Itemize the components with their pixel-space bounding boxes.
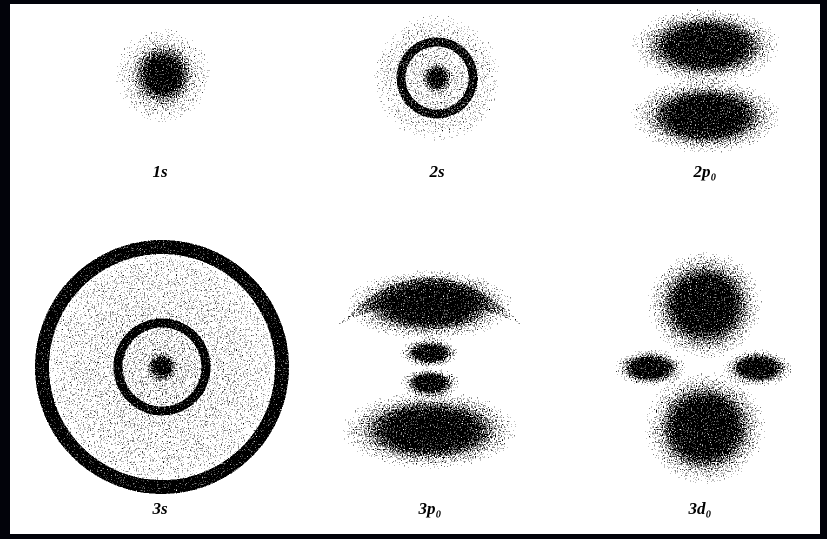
orbital-2p-lobe — [626, 76, 786, 156]
orbital-2s-core — [421, 62, 453, 94]
orbital-3p-lobe — [335, 388, 525, 472]
orbital-3p-inner-lobe — [398, 337, 462, 369]
orbital-3d-ring-lobe — [612, 348, 688, 388]
orbital-1s-core — [129, 41, 197, 109]
orbital-2p-lobe — [626, 6, 786, 86]
orbital-3d-ring-lobe — [720, 348, 796, 388]
orbital-3s-core — [146, 351, 178, 383]
orbital-label: 3p₀ — [418, 499, 442, 518]
orbital-label: 2s — [428, 162, 445, 181]
orbital-label: 2p₀ — [693, 162, 717, 181]
orbital-label: 3s — [151, 499, 168, 518]
orbital-diagram: 1s 2s 2p₀ 3s 3p₀ 3d₀ — [0, 0, 827, 539]
page: 1s 2s 2p₀ 3s 3p₀ 3d₀ — [0, 0, 827, 539]
orbital-3d-lobe — [643, 247, 767, 363]
orbital-label: 3d₀ — [688, 499, 712, 518]
orbital-label: 1s — [152, 162, 168, 181]
orbital-3p-lobe — [340, 267, 520, 343]
